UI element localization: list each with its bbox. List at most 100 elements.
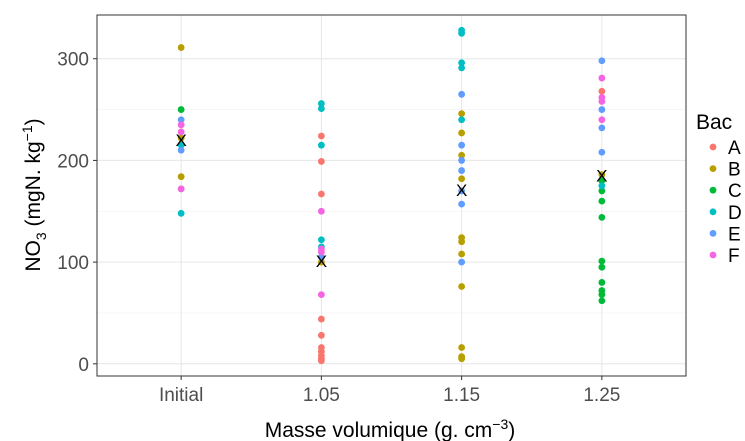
data-point-d bbox=[458, 29, 466, 37]
plot-panel-border bbox=[96, 14, 687, 377]
data-point-c bbox=[598, 197, 606, 205]
data-point-e bbox=[317, 253, 325, 261]
mean-markers: X X X X bbox=[175, 131, 607, 271]
data-point-f bbox=[317, 248, 325, 256]
data-point-d bbox=[458, 59, 466, 67]
legend-label-e: E bbox=[728, 224, 741, 245]
data-point-c bbox=[177, 106, 185, 113]
y-axis-ticks: 0 100 200 300 bbox=[57, 50, 97, 376]
legend-key-c bbox=[709, 186, 717, 194]
data-point-e bbox=[458, 90, 466, 98]
data-point-e bbox=[177, 116, 185, 124]
x-tick-label: 1.15 bbox=[443, 385, 480, 406]
data-point-b bbox=[598, 171, 606, 179]
data-point-c bbox=[598, 263, 606, 271]
x-tick-label: 1.05 bbox=[303, 385, 340, 406]
data-point-e bbox=[458, 157, 466, 164]
legend-label-f: F bbox=[728, 246, 740, 267]
x-axis-ticks: Initial 1.05 1.15 1.25 bbox=[159, 376, 620, 406]
legend-title: Bac bbox=[696, 111, 732, 134]
data-point-a bbox=[317, 190, 325, 198]
data-point-c bbox=[598, 257, 606, 265]
data-point-f bbox=[598, 74, 606, 82]
data-point-f bbox=[177, 128, 185, 136]
data-point-e bbox=[458, 187, 466, 195]
data-point-d bbox=[317, 105, 325, 112]
data-point-a bbox=[598, 87, 606, 95]
legend-key-a bbox=[709, 143, 717, 151]
data-point-e bbox=[598, 106, 606, 113]
y-axis-title-sub: 3 bbox=[33, 232, 49, 240]
data-point-b bbox=[177, 44, 185, 51]
data-point-d bbox=[177, 209, 185, 217]
mean-marker: X bbox=[175, 131, 186, 150]
x-tick-label: 1.25 bbox=[583, 385, 620, 406]
data-point-f bbox=[177, 121, 185, 129]
data-point-e bbox=[598, 148, 606, 156]
data-point-a bbox=[317, 315, 325, 323]
legend-key-d bbox=[709, 208, 717, 216]
data-point-b bbox=[458, 129, 466, 137]
legend-key-e bbox=[709, 230, 717, 237]
data-point-e bbox=[458, 167, 466, 174]
data-point-d bbox=[598, 182, 606, 190]
data-points bbox=[177, 26, 606, 365]
data-point-c bbox=[598, 213, 606, 221]
data-point-b bbox=[458, 344, 466, 351]
y-axis-title-end: ) bbox=[22, 118, 45, 125]
y-axis-title: NO3 (mgN. kg−1) bbox=[19, 118, 49, 271]
data-point-f bbox=[598, 116, 606, 124]
legend-key-f bbox=[709, 251, 717, 259]
data-point-f bbox=[317, 207, 325, 215]
x-axis-title-end: ) bbox=[508, 419, 515, 441]
legend-label-b: B bbox=[728, 160, 741, 181]
data-point-a bbox=[317, 357, 325, 365]
data-point-b bbox=[458, 110, 466, 118]
grid-lines bbox=[97, 15, 686, 376]
data-point-d bbox=[317, 236, 325, 244]
data-point-c bbox=[598, 297, 606, 305]
data-point-f bbox=[177, 185, 185, 193]
data-point-d bbox=[458, 116, 466, 124]
legend-key-b bbox=[709, 165, 717, 173]
data-point-b bbox=[317, 258, 325, 266]
mean-marker: X bbox=[316, 252, 327, 271]
y-tick-label: 100 bbox=[57, 253, 89, 274]
y-tick-label: 200 bbox=[57, 151, 89, 172]
data-point-e bbox=[458, 200, 466, 208]
data-point-e bbox=[458, 258, 466, 266]
data-point-d bbox=[458, 64, 466, 72]
data-point-b bbox=[458, 238, 466, 246]
data-point-b bbox=[458, 355, 466, 363]
data-point-f bbox=[598, 98, 606, 105]
data-point-a bbox=[317, 132, 325, 140]
data-point-c bbox=[598, 291, 606, 299]
data-point-b bbox=[177, 134, 185, 142]
y-axis-title-main: NO bbox=[22, 240, 45, 272]
data-point-d bbox=[177, 141, 185, 149]
data-point-c bbox=[598, 279, 606, 286]
data-point-c bbox=[598, 187, 606, 195]
data-point-a bbox=[317, 158, 325, 165]
data-point-a bbox=[317, 331, 325, 339]
x-axis-title: Masse volumique (g. cm−3) bbox=[265, 416, 516, 441]
data-point-f bbox=[317, 291, 325, 299]
data-point-e bbox=[598, 124, 606, 132]
x-axis-title-sup: −3 bbox=[492, 416, 508, 432]
data-point-b bbox=[458, 283, 466, 290]
x-tick-label: Initial bbox=[159, 385, 203, 406]
data-point-b bbox=[458, 175, 466, 183]
data-point-b bbox=[458, 151, 466, 159]
data-point-b bbox=[458, 250, 466, 258]
data-point-c bbox=[598, 177, 606, 185]
data-point-e bbox=[177, 146, 185, 154]
data-point-e bbox=[458, 141, 466, 149]
data-point-d bbox=[317, 141, 325, 149]
data-point-e bbox=[598, 57, 606, 65]
y-axis-title-sup: −1 bbox=[19, 125, 35, 141]
mean-marker: X bbox=[456, 181, 467, 200]
legend-label-a: A bbox=[728, 138, 741, 159]
mean-marker: X bbox=[596, 167, 607, 186]
